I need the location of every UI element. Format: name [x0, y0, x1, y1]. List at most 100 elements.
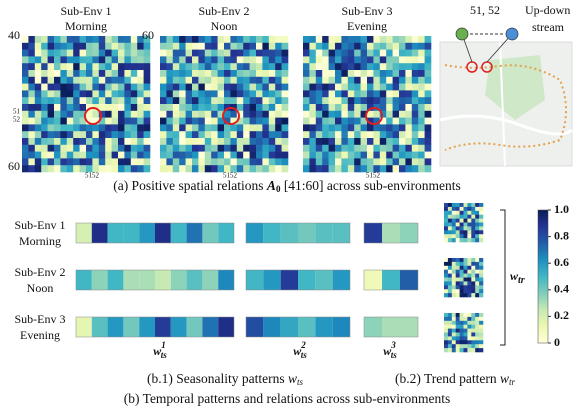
env-name: Sub-Env 1 — [61, 4, 112, 18]
heatmap-cell — [131, 104, 138, 111]
heatmap-cell — [250, 70, 257, 77]
heatmap-cell — [467, 266, 471, 270]
heatmap-cell — [471, 270, 475, 274]
pattern-cell — [400, 317, 418, 337]
heatmap-cell — [105, 50, 112, 57]
heatmap-cell — [479, 313, 483, 317]
heatmap-cell — [67, 90, 74, 97]
heatmap-cell — [73, 104, 80, 111]
heatmap-cell — [380, 50, 387, 57]
heatmap-cell — [471, 203, 475, 207]
heatmap-cell — [456, 293, 460, 297]
heatmap-cell — [354, 90, 361, 97]
heatmap-cell — [218, 43, 225, 50]
heatmap-cell — [322, 56, 329, 63]
heatmap-cell — [425, 70, 432, 77]
heatmap-cell — [361, 84, 368, 91]
heatmap-cell — [22, 165, 29, 172]
heatmap-cell — [230, 124, 237, 131]
heatmap-cell — [262, 152, 269, 159]
heatmap-cell — [367, 84, 374, 91]
heatmap-cell — [380, 131, 387, 138]
heatmap-cell — [316, 97, 323, 104]
heatmap-cell — [309, 111, 316, 118]
heatmap-cell — [80, 70, 87, 77]
heatmap-cell — [144, 124, 151, 131]
heatmap-cell — [237, 145, 244, 152]
heatmap-cell — [448, 293, 452, 297]
heatmap-cell — [452, 325, 456, 329]
heatmap-cell — [341, 36, 348, 43]
heatmap-cell — [28, 84, 35, 91]
heatmap-cell — [464, 329, 468, 333]
heatmap-cell — [448, 266, 452, 270]
heatmap-cell — [475, 340, 479, 344]
heatmap-cell — [86, 97, 93, 104]
heatmap-cell — [444, 234, 448, 238]
heatmap-cell — [205, 131, 212, 138]
heatmap-cell — [269, 36, 276, 43]
heatmap-cell — [179, 145, 186, 152]
heatmap-cell — [160, 138, 167, 145]
heatmap-cell — [399, 145, 406, 152]
heatmap-cell — [211, 124, 218, 131]
heatmap-cell — [92, 70, 99, 77]
heatmap-cell — [386, 118, 393, 125]
heatmap-cell — [179, 111, 186, 118]
heatmap-cell — [386, 97, 393, 104]
heatmap-cell — [112, 70, 119, 77]
heatmap-cell — [173, 63, 180, 70]
heatmap-cell — [361, 145, 368, 152]
heatmap-cell — [218, 104, 225, 111]
heatmap-cell — [198, 90, 205, 97]
heatmap-cell — [329, 36, 336, 43]
heatmap-cell — [86, 70, 93, 77]
heatmap-cell — [322, 131, 329, 138]
heatmap-cell — [303, 111, 310, 118]
heatmap-cell — [467, 258, 471, 262]
heatmap-cell — [418, 63, 425, 70]
heatmap-cell — [80, 104, 87, 111]
heatmap-cell — [179, 43, 186, 50]
heatmap-cell — [186, 138, 193, 145]
heatmap-cell — [460, 321, 464, 325]
heatmap-cell — [166, 152, 173, 159]
heatmap-cell — [67, 63, 74, 70]
heatmap-cell — [218, 152, 225, 159]
heatmap-cell — [166, 56, 173, 63]
env-name: Sub-Env 2 — [199, 4, 250, 18]
heatmap-cell — [460, 348, 464, 352]
pattern-cell — [76, 317, 92, 337]
pattern-cell — [281, 270, 298, 290]
heatmap-cell — [418, 145, 425, 152]
heatmap-cell — [92, 77, 99, 84]
heatmap-cell — [386, 70, 393, 77]
heatmap-cell — [275, 158, 282, 165]
heatmap-cell — [173, 118, 180, 125]
heatmap-cell — [237, 152, 244, 159]
heatmap-cell — [282, 77, 289, 84]
heatmap-cell — [166, 158, 173, 165]
heatmap-cell — [99, 84, 106, 91]
heatmap-cell — [471, 285, 475, 289]
heatmap-cell — [60, 70, 67, 77]
heatmap-cell — [448, 223, 452, 227]
heatmap-cell — [230, 56, 237, 63]
heatmap-cell — [380, 43, 387, 50]
heatmap-cell — [35, 158, 42, 165]
heatmap-cell — [354, 158, 361, 165]
heatmap-cell — [464, 325, 468, 329]
heatmap-cell — [124, 165, 131, 172]
heatmap-cell — [60, 158, 67, 165]
heatmap-cell — [269, 43, 276, 50]
caption-b1: (b.1) Seasonality patterns wts — [147, 371, 303, 387]
heatmap-cell — [303, 84, 310, 91]
heatmap-cell — [412, 152, 419, 159]
heatmap-cell — [224, 84, 231, 91]
heatmap-cell — [464, 274, 468, 278]
heatmap-cell — [118, 145, 125, 152]
heatmap-cell — [269, 131, 276, 138]
heatmap-cell — [237, 138, 244, 145]
heatmap-cell — [456, 325, 460, 329]
heatmap-cell — [367, 124, 374, 131]
